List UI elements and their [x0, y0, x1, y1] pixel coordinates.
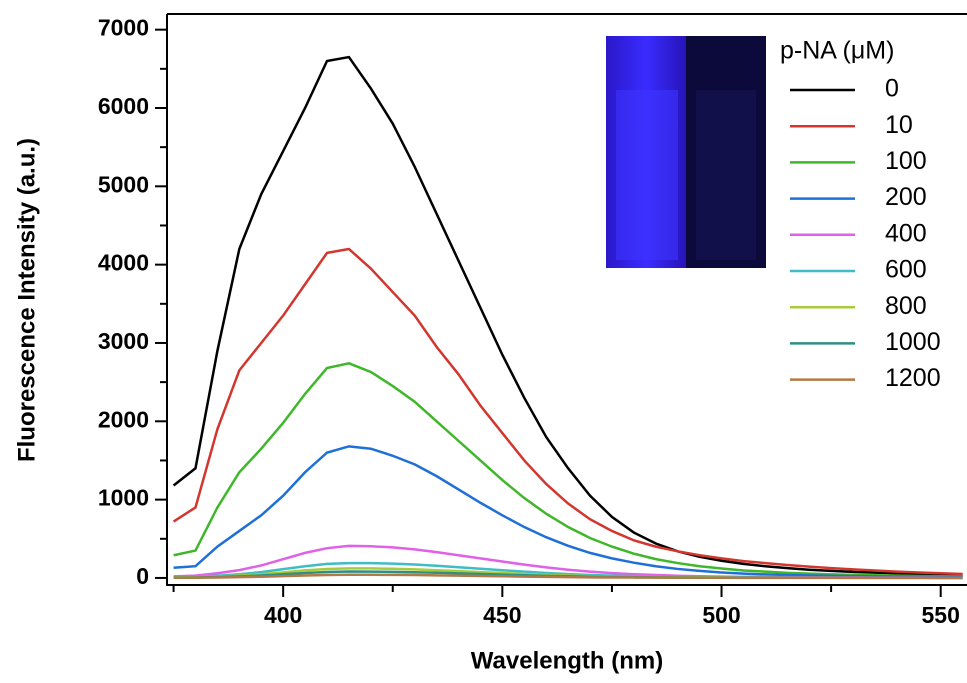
- legend-label: 100: [885, 147, 927, 175]
- y-tick-label: 3000: [98, 328, 149, 354]
- series-line: [172, 55, 963, 577]
- legend-label: 10: [885, 111, 913, 139]
- series-line: [173, 362, 963, 578]
- x-tick-label: 500: [702, 602, 740, 628]
- y-tick-label: 4000: [98, 250, 149, 276]
- y-tick-label: 0: [136, 563, 149, 589]
- legend-label: 400: [885, 219, 927, 247]
- legend-label: 200: [885, 183, 927, 211]
- legend-title: p-NA (μM): [780, 37, 894, 65]
- y-tick-label: 6000: [98, 93, 149, 119]
- legend-label: 0: [885, 75, 899, 103]
- x-tick-label: 400: [264, 602, 302, 628]
- series-line: [173, 573, 963, 580]
- legend-label: 600: [885, 256, 927, 284]
- axis-frame: [166, 13, 967, 586]
- y-tick-label: 5000: [98, 171, 149, 197]
- x-axis-label: Wavelength (nm): [471, 647, 663, 674]
- y-tick-label: 2000: [98, 406, 149, 432]
- legend-label: 800: [885, 292, 927, 320]
- legend-label: 1000: [885, 328, 941, 356]
- y-axis-label: Fluorescence Intensity (a.u.): [13, 138, 40, 462]
- series-line: [172, 247, 963, 576]
- x-tick-label: 450: [483, 602, 521, 628]
- legend-label: 1200: [885, 364, 941, 392]
- inset-photo: [606, 36, 766, 268]
- x-tick-label: 550: [922, 602, 960, 628]
- y-tick-label: 7000: [98, 15, 149, 41]
- series-line: [173, 445, 963, 579]
- y-tick-label: 1000: [98, 485, 149, 511]
